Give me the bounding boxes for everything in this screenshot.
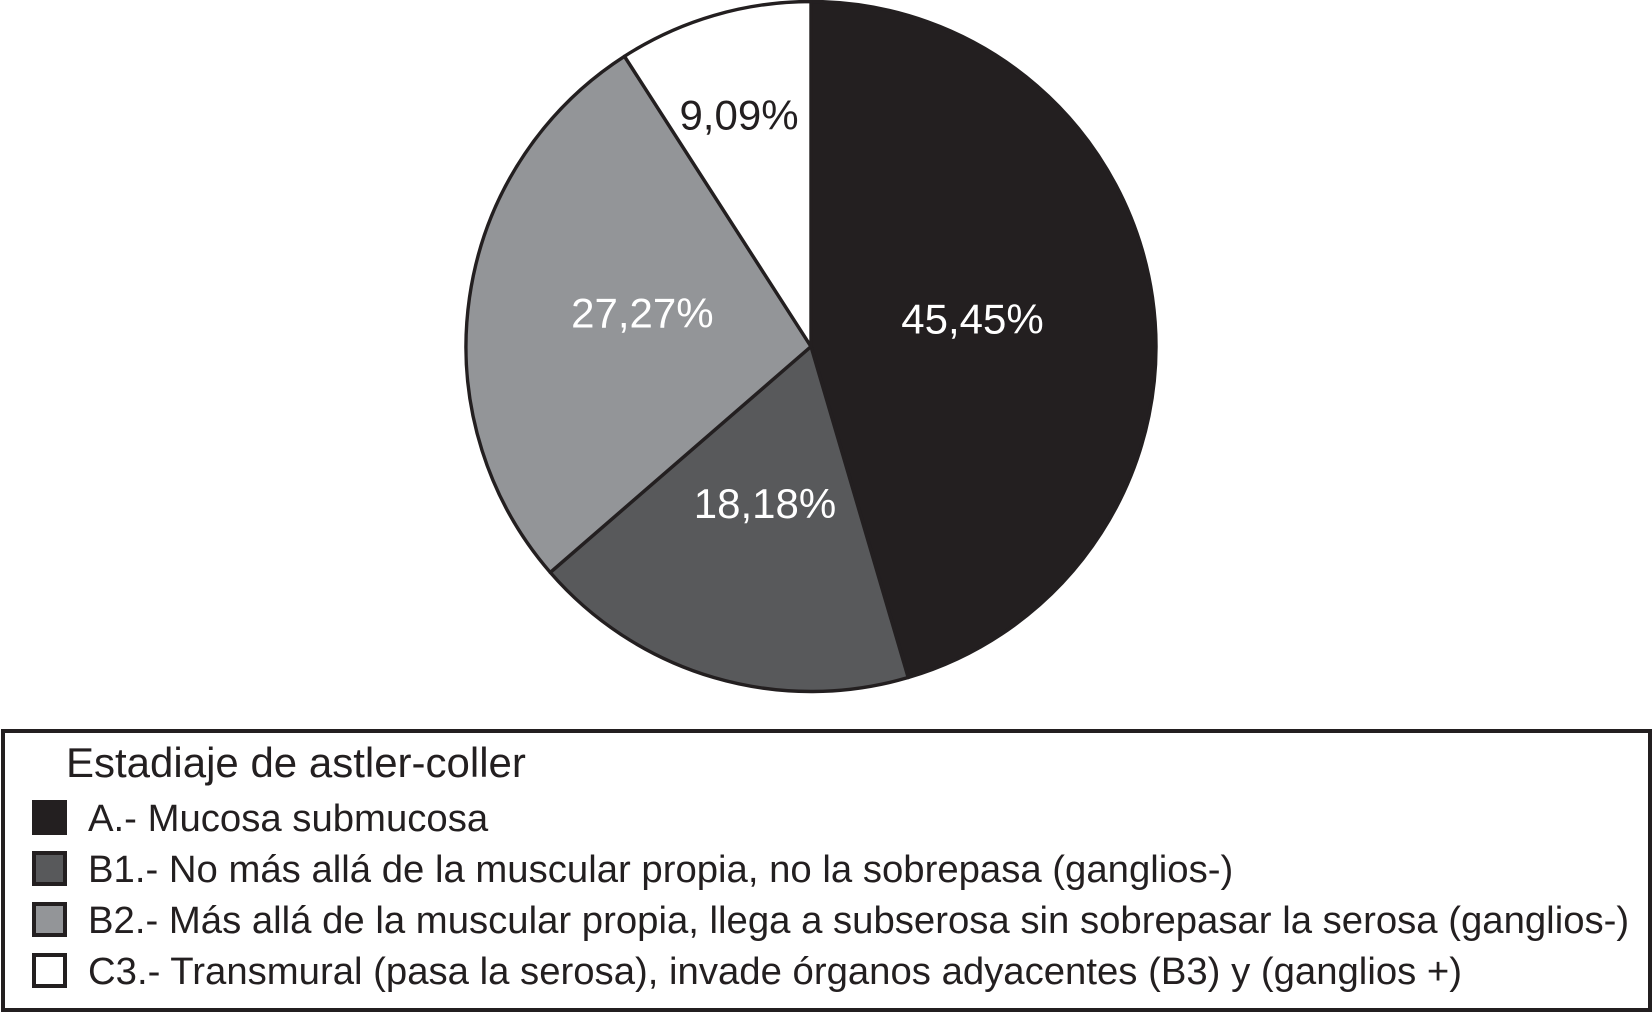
svg-text:18,18%: 18,18% [694, 480, 836, 527]
svg-text:9,09%: 9,09% [679, 91, 798, 138]
svg-text:27,27%: 27,27% [571, 290, 713, 337]
svg-text:45,45%: 45,45% [901, 296, 1043, 343]
